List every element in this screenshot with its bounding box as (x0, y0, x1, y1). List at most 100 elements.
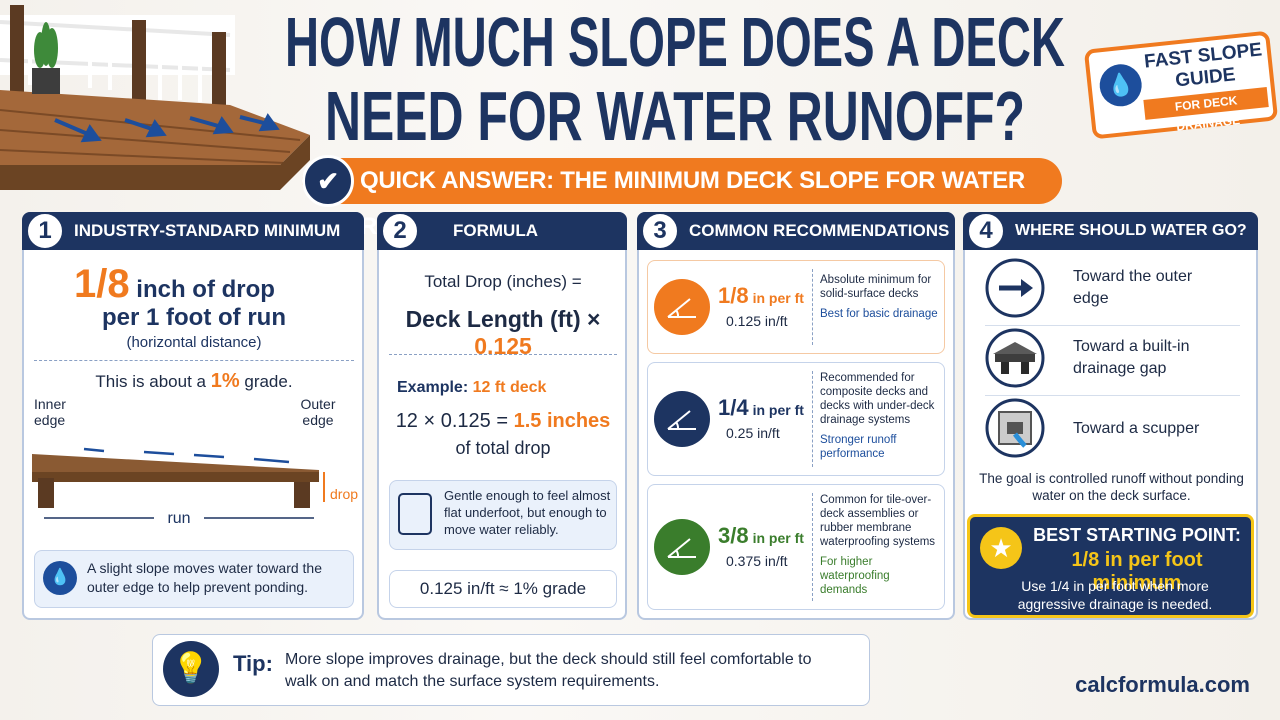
decoration (38, 478, 54, 508)
recommendation-card: 1/8 in per ft 0.125 in/ft Absolute minimum … (647, 260, 945, 354)
recommendation-card: 1/4 in per ft 0.25 in/ft Recommended for co… (647, 362, 945, 476)
divider (812, 493, 813, 601)
destination: Toward a built-in drainage gap (985, 328, 1245, 396)
decoration (1013, 432, 1027, 448)
decoration (54, 118, 91, 137)
grade: 1% (210, 370, 240, 392)
title-line: HOW MUCH SLOPE DOES A DECK (285, 3, 1065, 81)
panel: 1 INDUSTRY-STANDARD MINIMUM 1/8 inch of d… (22, 212, 364, 620)
quick-answer: ✔ QUICK ANSWER: THE MINIMUM DECK SLOPE F… (302, 155, 1062, 240)
badge: 💧 FAST SLOPE GUIDE FOR DECK DRAINAGE (1083, 30, 1279, 140)
decoration (985, 258, 1045, 318)
rate: 1/8 (718, 283, 749, 308)
run-label: run (154, 510, 204, 528)
panel-number: 1 (26, 212, 64, 250)
check-icon: ✔ (302, 155, 354, 207)
panel-number: 3 (641, 212, 679, 250)
equivalence: 0.125 in/ft ≈ 1% grade (389, 570, 617, 608)
destination-icon (985, 328, 1045, 393)
text: This is about a (95, 372, 206, 391)
decoration (189, 116, 223, 129)
divider (985, 325, 1240, 326)
rate-text: inch of drop (136, 276, 275, 303)
example-label: Example: (397, 379, 469, 396)
decoration (41, 22, 51, 66)
decoration (83, 447, 105, 453)
outer-label: Outer edge (300, 396, 336, 428)
formula: Deck Length (ft) × 0.125 (379, 306, 627, 360)
destination-text: Toward the outer edge (1073, 268, 1193, 307)
bulb-icon: 💡 (163, 641, 219, 697)
drop-label: drop (330, 486, 359, 502)
panel-header: 4 WHERE SHOULD WATER GO? (963, 212, 1258, 250)
rate: 3/8 (718, 523, 749, 548)
decoration (212, 116, 234, 135)
decoration (294, 482, 310, 508)
decoration (1007, 422, 1023, 434)
panel: 4 WHERE SHOULD WATER GO? Toward the outer… (963, 212, 1258, 620)
unit: in per ft (752, 290, 804, 306)
panel-header: 1 INDUSTRY-STANDARD MINIMUM (22, 212, 364, 250)
unit: in per ft (752, 402, 804, 418)
description: Recommended for composite decks and deck… (820, 371, 938, 461)
calc-text: 12 × 0.125 = (395, 410, 509, 432)
decoration (212, 32, 226, 112)
rate: 1/8 (74, 262, 130, 306)
note: Stronger runoff performance (820, 434, 897, 460)
decoration (132, 20, 146, 100)
decoration (0, 129, 291, 153)
grade-line: This is about a 1% grade. (24, 370, 364, 393)
note: Best for basic drainage (820, 308, 938, 320)
decoration (675, 421, 680, 430)
decoration (0, 20, 231, 37)
decoration (667, 298, 696, 318)
decoration (667, 538, 691, 558)
destination: Toward a scupper (985, 398, 1245, 460)
decoration (193, 453, 225, 459)
formula-lhs: Deck Length (ft) × (405, 306, 601, 332)
example-value: 12 ft deck (472, 379, 547, 396)
decimal: 0.125 in/ft (726, 313, 788, 329)
decoration (32, 68, 60, 94)
decoration (0, 149, 286, 164)
desc-text: Recommended for composite decks and deck… (820, 372, 935, 426)
decoration (667, 410, 696, 430)
slope-icon (654, 391, 710, 447)
calc: 12 × 0.125 = 1.5 inches (379, 410, 627, 433)
rate-line: 1/8 inch of drop (74, 262, 275, 307)
divider (812, 269, 813, 345)
panel-title: WHERE SHOULD WATER GO? (1015, 222, 1247, 239)
decoration (993, 342, 1037, 354)
formula-factor: 0.125 (474, 333, 532, 359)
badge-title: FAST SLOPE GUIDE (1142, 39, 1266, 95)
decoration (32, 472, 319, 482)
decoration (0, 109, 301, 141)
hint-text: Gentle enough to feel almost flat underf… (444, 488, 611, 537)
decoration (10, 5, 226, 112)
decoration (0, 135, 310, 190)
title-line: NEED FOR WATER RUNOFF? (325, 77, 1025, 150)
divider (812, 371, 813, 467)
slope-icon (654, 519, 710, 575)
tip-label: Tip: (233, 651, 273, 676)
note: For higher waterproofing demands (820, 556, 890, 596)
decoration (995, 354, 1035, 362)
panel-number: 4 (967, 212, 1005, 250)
best-box: ★ BEST STARTING POINT: 1/8 in per foot m… (967, 514, 1254, 618)
decoration (1021, 362, 1029, 374)
decoration (667, 538, 696, 558)
tip-box: 💡 Tip: More slope improves drainage, but… (152, 634, 870, 706)
destination-icon (985, 258, 1045, 323)
decoration (667, 538, 696, 558)
goal: The goal is controlled runoff without po… (979, 471, 1244, 503)
decoration (675, 309, 680, 318)
panel: 2 FORMULA Total Drop (inches) = Deck Leng… (377, 212, 627, 620)
decoration (985, 398, 1045, 458)
example: Example: 12 ft deck (397, 379, 546, 397)
decoration (389, 354, 617, 355)
decoration (1021, 279, 1033, 297)
recommendation-card: 3/8 in per ft 0.375 in/ft Common for tile-o… (647, 484, 945, 610)
decoration (667, 410, 696, 430)
panel-title: INDUSTRY-STANDARD MINIMUM (74, 221, 341, 240)
